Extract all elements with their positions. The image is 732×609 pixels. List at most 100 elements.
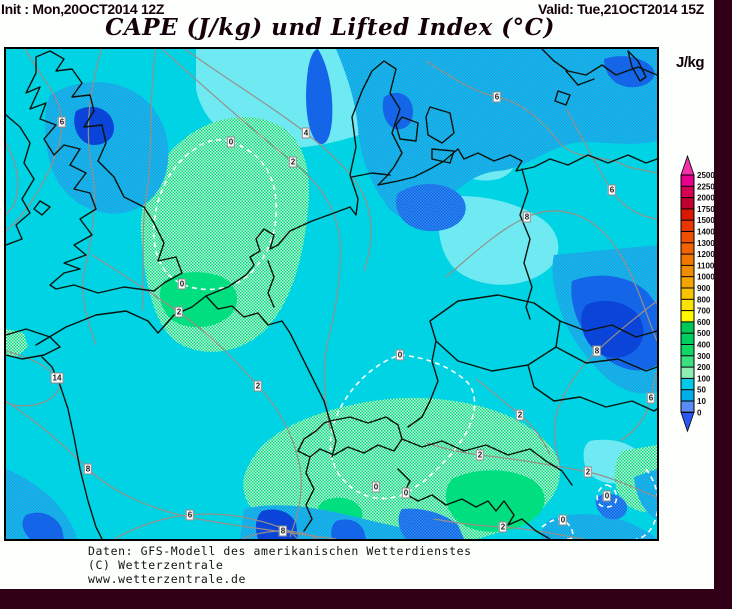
adriatic-coast — [397, 468, 551, 539]
contour-label-dashed-0: 0 — [602, 490, 612, 502]
contour-label-dashed-0: 0 — [395, 349, 405, 361]
colorbar-tick-label: 2000 — [697, 194, 715, 203]
blue-low-cape-regions — [6, 49, 657, 539]
contour-label-dashed-0: 0 — [177, 278, 187, 290]
contour-label-8: 8 — [83, 463, 93, 475]
france-italy-border — [303, 456, 315, 532]
data-source-caption: Daten: GFS-Modell des amerikanischen Wet… — [88, 544, 472, 586]
colorbar-arrow-bottom — [680, 411, 695, 433]
colorbar-tick-label: 0 — [697, 408, 702, 417]
contour-label-8: 8 — [592, 345, 602, 357]
colorbar-arrow-top — [680, 154, 695, 176]
contour-label-8: 8 — [522, 211, 532, 223]
colorbar-tick-label: 1750 — [697, 205, 715, 214]
colorbar-segment — [681, 378, 694, 390]
page-title: CAPE (J/kg) und Lifted Index (°C) — [105, 14, 555, 41]
contour-label-14: 14 — [50, 372, 64, 384]
colorbar-segment — [681, 355, 694, 368]
valid-timestamp: Valid: Tue,21OCT2014 15Z — [537, 1, 704, 17]
colorbar-segment — [681, 389, 694, 401]
contour-label-dashed-0: 0 — [558, 514, 568, 526]
switzerland-border — [297, 416, 403, 458]
colorbar-tick-label: 500 — [697, 329, 711, 338]
caption-line-1: Daten: GFS-Modell des amerikanischen Wet… — [88, 544, 472, 558]
germany-poland-border — [519, 168, 533, 320]
colorbar-tick-label: 50 — [697, 386, 706, 395]
maroon-frame-bottom — [0, 589, 732, 609]
colorbar-tick-label: 1500 — [697, 216, 715, 225]
sweden-coast — [541, 49, 657, 76]
contour-label-8: 8 — [278, 525, 288, 537]
baltic-island — [627, 50, 647, 82]
map-area: 6 0 4 2 6 6 8 0 2 14 2 8 6 8 0 8 6 2 2 2 0 0 0 0 2 — [4, 47, 659, 541]
sweden-south-bump — [565, 70, 595, 86]
colorbar-segment — [681, 254, 694, 266]
colorbar-segment — [681, 299, 694, 311]
contour-label-4: 4 — [301, 127, 311, 139]
brittany-coast — [6, 328, 61, 360]
contour-label-6: 6 — [492, 91, 502, 103]
contour-label-dashed-0: 0 — [401, 487, 411, 499]
colorbar-tick-label: 2500 — [697, 171, 715, 180]
contour-label-6: 6 — [646, 392, 656, 404]
isle-of-man — [33, 200, 51, 216]
contour-label-2: 2 — [288, 156, 298, 168]
colorbar-tick-label: 200 — [697, 363, 711, 372]
colorbar-tick-label: 1400 — [697, 228, 715, 237]
colorbar-segment — [681, 321, 694, 334]
colorbar-tick-label: 1200 — [697, 250, 715, 259]
init-timestamp: Init : Mon,20OCT2014 12Z — [1, 1, 165, 17]
colorbar-tick-label: 900 — [697, 284, 711, 293]
colorbar-tick-label: 2250 — [697, 182, 715, 191]
great-britain-coast — [25, 50, 183, 294]
colorbar-tick-label: 1100 — [697, 261, 715, 270]
colorbar-tick-label: 10 — [697, 397, 706, 406]
netherlands-germany-border — [267, 260, 275, 308]
zero-lifted-index-dashed-contours — [152, 139, 657, 539]
colorbar-tick-label: 1000 — [697, 273, 715, 282]
colorbar-segment — [681, 231, 694, 243]
bavaria-border — [407, 340, 439, 428]
colorbar-segment — [681, 186, 694, 198]
denmark-germany-border — [351, 172, 391, 178]
contour-label-2: 2 — [515, 409, 525, 421]
colorbar-segment — [681, 175, 694, 187]
colorbar-segment — [681, 310, 694, 322]
austria-italy-border — [401, 438, 573, 486]
colorbar-segment — [681, 288, 694, 300]
caption-line-2: (C) Wetterzentrale — [88, 558, 224, 572]
colorbar-segment — [681, 197, 694, 209]
contour-label-6: 6 — [185, 509, 195, 521]
austria-south-border — [527, 364, 657, 412]
colorbar-tick-label: 800 — [697, 295, 711, 304]
colorbar-segment — [681, 220, 694, 232]
contour-label-dashed-0: 0 — [371, 481, 381, 493]
colorbar-tick-label: 1300 — [697, 239, 715, 248]
colorbar-segment — [681, 276, 694, 288]
caption-line-3: www.wetterzentrale.de — [88, 572, 246, 586]
poland-slovakia-border — [559, 320, 657, 338]
contour-label-2: 2 — [253, 380, 263, 392]
colorbar-tick-label: 700 — [697, 307, 711, 316]
colorbar-segment — [681, 333, 694, 345]
contour-label-2: 2 — [583, 466, 593, 478]
zealand-island — [425, 106, 455, 144]
funen-island — [395, 116, 419, 142]
bornholm-island — [554, 90, 571, 106]
colorbar-tick-label: 400 — [697, 341, 711, 350]
slovakia-hungary-border — [555, 346, 657, 372]
benelux-france-germany-border — [205, 295, 337, 458]
colorbar-tick-label: 100 — [697, 374, 711, 383]
colorbar-segment — [681, 242, 694, 255]
colorbar-segment — [681, 344, 694, 356]
colorbar-tick-label: 300 — [697, 352, 711, 361]
lolland-island — [431, 148, 455, 164]
colorbar-unit-label: J/kg — [676, 54, 705, 71]
channel-and-north-sea-coast — [35, 60, 657, 346]
ireland-coast — [6, 114, 35, 246]
contour-label-2: 2 — [475, 449, 485, 461]
colorbar-segment — [681, 367, 694, 379]
colorbar-segment — [681, 208, 694, 221]
contour-label-2: 2 — [174, 306, 184, 318]
